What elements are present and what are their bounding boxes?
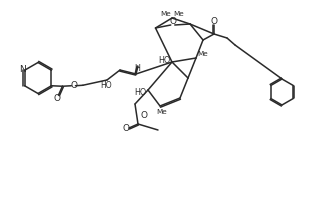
Text: Me: Me xyxy=(173,11,184,17)
Text: HO: HO xyxy=(135,88,147,97)
Text: HO: HO xyxy=(100,81,112,90)
Text: O: O xyxy=(140,112,147,120)
Text: O: O xyxy=(122,124,129,133)
Text: O: O xyxy=(211,17,218,26)
Text: O: O xyxy=(70,81,77,90)
Text: Me: Me xyxy=(198,51,208,57)
Text: Me: Me xyxy=(160,11,171,17)
Text: Me: Me xyxy=(157,108,167,114)
Text: H: H xyxy=(134,64,140,73)
Text: O: O xyxy=(169,17,176,26)
Text: HO: HO xyxy=(158,56,171,65)
Text: N: N xyxy=(19,65,26,74)
Text: O: O xyxy=(54,94,61,103)
